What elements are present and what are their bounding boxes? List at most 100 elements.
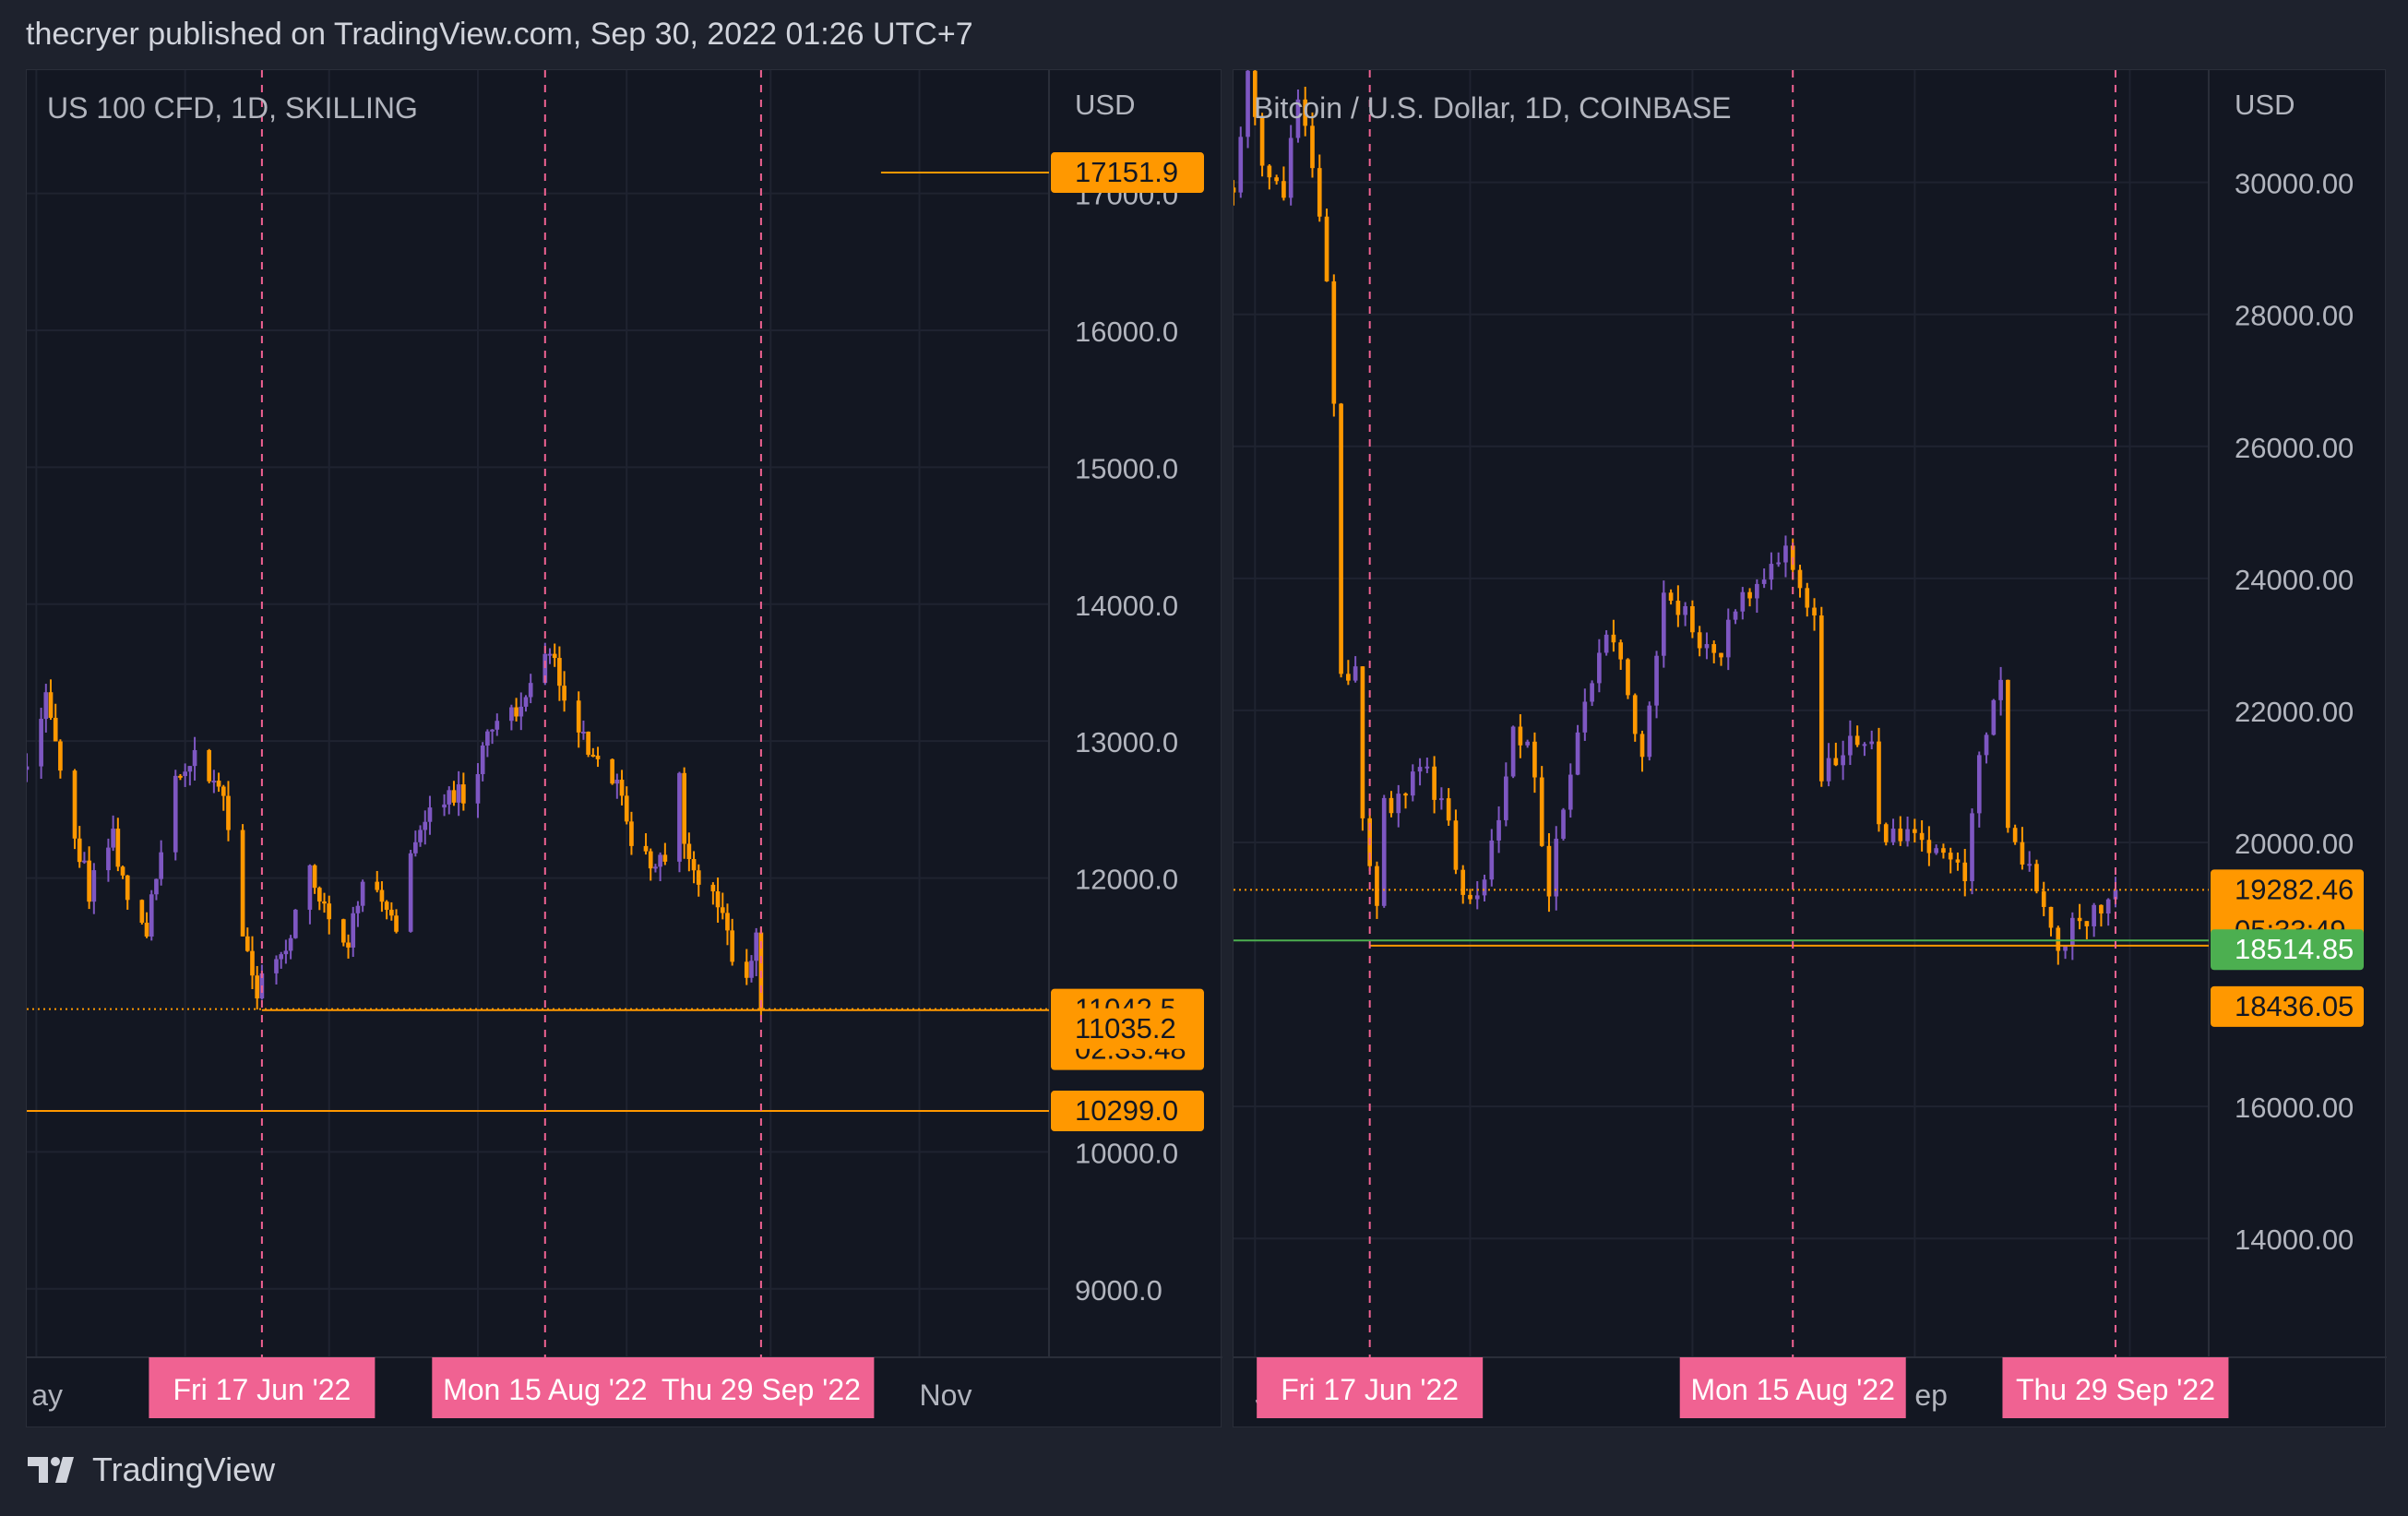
candle-body: [619, 780, 625, 796]
candle-body: [754, 932, 759, 961]
btc-chart[interactable]: 14000.00 16000.00 20000.00 22000.00 24000.00…: [1234, 70, 2387, 1428]
candle-body: [192, 749, 197, 767]
candle: [1913, 818, 1917, 843]
candle: [730, 918, 735, 966]
price-label-box-0: [1051, 152, 1204, 194]
tradingview-footer[interactable]: TradingView: [26, 1450, 275, 1489]
candle-body: [1288, 137, 1293, 198]
candle-body: [1675, 601, 1681, 615]
candle-body: [379, 889, 385, 902]
candle: [2069, 912, 2075, 961]
candle-body: [1668, 592, 1674, 602]
candle: [1833, 742, 1839, 767]
currency-label: USD: [2235, 89, 2295, 121]
candle-body: [1539, 777, 1544, 846]
candle: [1812, 598, 1817, 631]
candle: [562, 671, 566, 712]
candle-body: [691, 859, 697, 871]
us100-chart-panel[interactable]: 9000.0 10000.0 12000.0 13000.0 14000.0 15000.…: [26, 69, 1222, 1427]
candle: [2063, 945, 2068, 960]
candle: [1539, 766, 1544, 847]
grid: [27, 70, 1049, 1357]
candle: [624, 786, 629, 825]
candle: [547, 648, 553, 664]
candle-body: [1955, 859, 1961, 863]
candle: [1482, 874, 1487, 901]
candle-body: [427, 807, 433, 822]
candle: [1568, 763, 1573, 818]
candle-body: [226, 795, 231, 830]
candle-body: [408, 853, 413, 932]
candle: [1769, 552, 1774, 591]
candle-body: [346, 942, 351, 948]
candle: [2099, 904, 2104, 927]
candle-body: [720, 907, 725, 913]
candle-body: [48, 692, 54, 718]
candle-body: [1848, 735, 1853, 756]
y-tick-label: 9000.0: [1075, 1274, 1162, 1307]
candle-body: [1525, 741, 1530, 746]
candle-body: [178, 775, 183, 778]
date-marker-label: Fri 17 Jun '22: [173, 1373, 351, 1406]
candle: [1346, 660, 1351, 686]
candle: [495, 713, 500, 736]
candle: [2020, 827, 2025, 870]
date-marker-label: Thu 29 Sep '22: [662, 1373, 861, 1406]
candle-body: [1546, 845, 1552, 897]
candle-body: [1381, 797, 1387, 906]
chart-title: Bitcoin / U.S. Dollar, 1D, COINBASE: [1254, 91, 1732, 125]
candle: [658, 852, 662, 882]
candle-body: [614, 780, 620, 784]
candle-body: [1725, 619, 1731, 658]
candle-body: [1711, 644, 1717, 653]
candle: [1389, 791, 1394, 818]
price-label-text: 18514.85: [2235, 933, 2354, 965]
candle: [288, 935, 293, 960]
candle-body: [244, 936, 250, 951]
candle: [1826, 743, 1831, 787]
candle: [1575, 724, 1580, 776]
candle-body: [91, 870, 97, 902]
candle: [1611, 619, 1616, 652]
candle: [461, 772, 466, 811]
candle-body: [485, 731, 490, 746]
candle-body: [1948, 853, 1953, 860]
candle: [2006, 679, 2010, 833]
candle: [682, 767, 686, 859]
us100-chart[interactable]: 9000.0 10000.0 12000.0 13000.0 14000.0 15000.…: [27, 70, 1222, 1428]
candle-body: [1310, 125, 1315, 169]
candle: [173, 770, 178, 861]
candle: [1532, 732, 1537, 794]
btc-chart-panel[interactable]: 14000.00 16000.00 20000.00 22000.00 24000.00…: [1233, 69, 2387, 1428]
candle: [619, 770, 625, 806]
candle-body: [1532, 741, 1537, 778]
candle-body: [730, 930, 735, 962]
candle-body: [1417, 767, 1423, 772]
candle: [643, 833, 649, 855]
candle-body: [1396, 794, 1401, 814]
candle: [648, 848, 653, 881]
candle-body: [610, 758, 614, 784]
date-marker-badge-0: [1257, 1357, 1484, 1418]
candle-body: [1998, 679, 2003, 700]
candle-body: [149, 894, 154, 937]
price-label-text: 10299.0: [1075, 1094, 1178, 1127]
candle-body: [490, 729, 495, 732]
candle-body: [2056, 927, 2061, 951]
date-marker-label: Fri 17 Jun '22: [1281, 1373, 1459, 1406]
currency-label: USD: [1075, 89, 1135, 121]
candle-body: [340, 919, 346, 943]
candle: [586, 731, 590, 758]
candle-body: [2077, 917, 2082, 922]
candle: [178, 773, 183, 781]
candle: [154, 878, 159, 901]
candle-body: [1439, 798, 1444, 801]
candle-body: [1259, 116, 1265, 166]
candle: [312, 864, 317, 894]
candle: [1324, 209, 1329, 282]
candle: [106, 838, 111, 882]
candle-body: [1474, 895, 1480, 900]
candle-body: [216, 781, 221, 787]
candle: [427, 795, 433, 835]
date-marker-badge-1: [1679, 1357, 1906, 1418]
